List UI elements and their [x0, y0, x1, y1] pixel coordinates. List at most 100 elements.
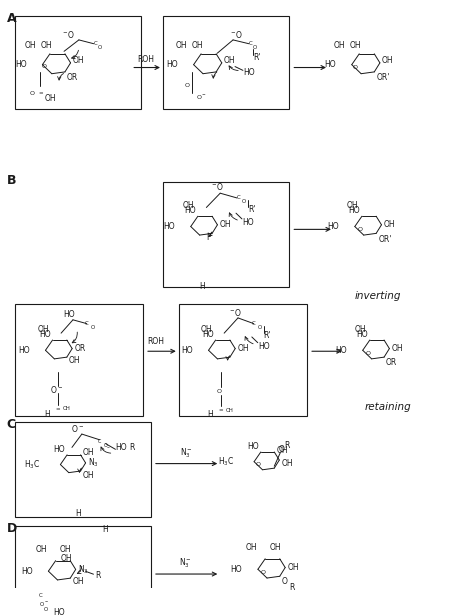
- Bar: [179, 304, 307, 416]
- Text: $\!\!=$: $\!\!=$: [219, 408, 225, 413]
- Text: HO: HO: [356, 330, 368, 339]
- Text: OH: OH: [191, 41, 203, 50]
- Text: ROH: ROH: [147, 337, 164, 346]
- Text: R: R: [284, 441, 290, 450]
- Text: H: H: [45, 410, 50, 419]
- Text: $^-$: $^-$: [106, 445, 111, 450]
- Text: OH: OH: [276, 446, 288, 454]
- Text: inverting: inverting: [355, 291, 401, 301]
- Text: C: C: [85, 321, 89, 326]
- Text: OH: OH: [281, 459, 293, 469]
- Bar: [163, 182, 290, 287]
- Text: OH: OH: [45, 95, 56, 103]
- Text: HO: HO: [15, 60, 27, 69]
- Text: $^-$O: $^-$O: [229, 29, 244, 40]
- Text: HO: HO: [21, 566, 33, 576]
- Text: OH: OH: [224, 57, 236, 65]
- Text: O: O: [91, 325, 95, 330]
- Text: O: O: [98, 45, 102, 50]
- Text: HO: HO: [39, 330, 51, 339]
- Text: C: C: [252, 321, 255, 326]
- Text: OH: OH: [82, 448, 94, 458]
- Text: C: C: [7, 418, 16, 431]
- Text: O$^-$: O$^-$: [196, 93, 207, 101]
- Text: O$^-$: O$^-$: [71, 423, 84, 434]
- Text: HO: HO: [181, 346, 193, 355]
- Text: HO: HO: [116, 443, 127, 452]
- Text: O: O: [278, 445, 284, 454]
- Text: O: O: [353, 65, 358, 71]
- Text: C: C: [249, 41, 253, 46]
- Text: HO: HO: [202, 330, 214, 339]
- Text: D: D: [7, 522, 17, 534]
- Text: OR: OR: [67, 73, 78, 82]
- Text: H$_3$C: H$_3$C: [218, 456, 234, 468]
- Text: OH: OH: [36, 545, 48, 554]
- Text: C: C: [98, 439, 101, 444]
- Text: OR': OR': [376, 73, 390, 82]
- Text: OH: OH: [269, 543, 281, 552]
- Text: OH: OH: [40, 41, 52, 50]
- Text: HO: HO: [247, 442, 259, 451]
- Text: R: R: [290, 583, 295, 592]
- Bar: [163, 16, 290, 109]
- Text: H: H: [200, 282, 205, 291]
- Text: O: O: [365, 351, 370, 355]
- Text: OH: OH: [37, 325, 49, 334]
- Bar: [15, 16, 141, 109]
- Text: O: O: [44, 607, 48, 612]
- Text: O$^-$: O$^-$: [38, 600, 48, 608]
- Text: F: F: [206, 234, 210, 242]
- Text: OH: OH: [355, 325, 366, 334]
- Text: R: R: [129, 443, 135, 452]
- Bar: [15, 526, 151, 615]
- Text: OH: OH: [183, 201, 194, 210]
- Text: HO: HO: [18, 346, 30, 355]
- Text: O: O: [357, 227, 362, 232]
- Text: retaining: retaining: [365, 402, 411, 413]
- Bar: [15, 422, 151, 517]
- Text: O: O: [282, 577, 288, 587]
- Text: OH: OH: [347, 201, 358, 210]
- Text: HO: HO: [54, 445, 65, 454]
- Text: $\!\!=\!\!$: $\!\!=\!\!$: [39, 91, 45, 96]
- Text: $\!\!=$: $\!\!=$: [56, 406, 62, 411]
- Text: N$_3^-$: N$_3^-$: [179, 557, 192, 570]
- Text: OH: OH: [201, 325, 212, 334]
- Text: OH: OH: [334, 41, 346, 50]
- Text: CH: CH: [225, 408, 233, 413]
- Text: OH: OH: [219, 220, 231, 229]
- Text: N$_3^-$: N$_3^-$: [180, 446, 193, 460]
- Text: B: B: [7, 174, 16, 187]
- Text: $^-$O: $^-$O: [61, 29, 75, 40]
- Text: O: O: [217, 389, 222, 394]
- Text: H: H: [103, 525, 109, 534]
- Text: OH: OH: [61, 554, 72, 563]
- Text: R': R': [253, 52, 260, 62]
- Text: R: R: [95, 571, 101, 580]
- Text: C: C: [38, 593, 42, 598]
- Text: HO: HO: [243, 68, 255, 77]
- Text: H: H: [75, 509, 81, 518]
- Text: HO: HO: [324, 60, 336, 69]
- Text: OH: OH: [69, 357, 81, 365]
- Text: C: C: [237, 196, 241, 200]
- Text: O: O: [261, 570, 265, 575]
- Text: OH: OH: [72, 577, 84, 587]
- Text: O: O: [258, 325, 262, 330]
- Text: O: O: [104, 443, 107, 448]
- Text: OH: OH: [287, 563, 299, 572]
- Text: N$_3$: N$_3$: [88, 457, 99, 469]
- Text: OH: OH: [25, 41, 36, 50]
- Text: HO: HO: [328, 222, 339, 231]
- Text: OR: OR: [386, 359, 397, 367]
- Text: R': R': [248, 205, 255, 214]
- Text: H$_3$C: H$_3$C: [24, 458, 41, 471]
- Text: OH: OH: [246, 543, 257, 552]
- Text: O$^-$: O$^-$: [50, 384, 63, 395]
- Text: O: O: [242, 199, 246, 204]
- Text: OH: OH: [392, 344, 403, 353]
- Text: HO: HO: [63, 309, 75, 319]
- Text: OH: OH: [383, 220, 395, 229]
- Text: HO: HO: [54, 608, 65, 615]
